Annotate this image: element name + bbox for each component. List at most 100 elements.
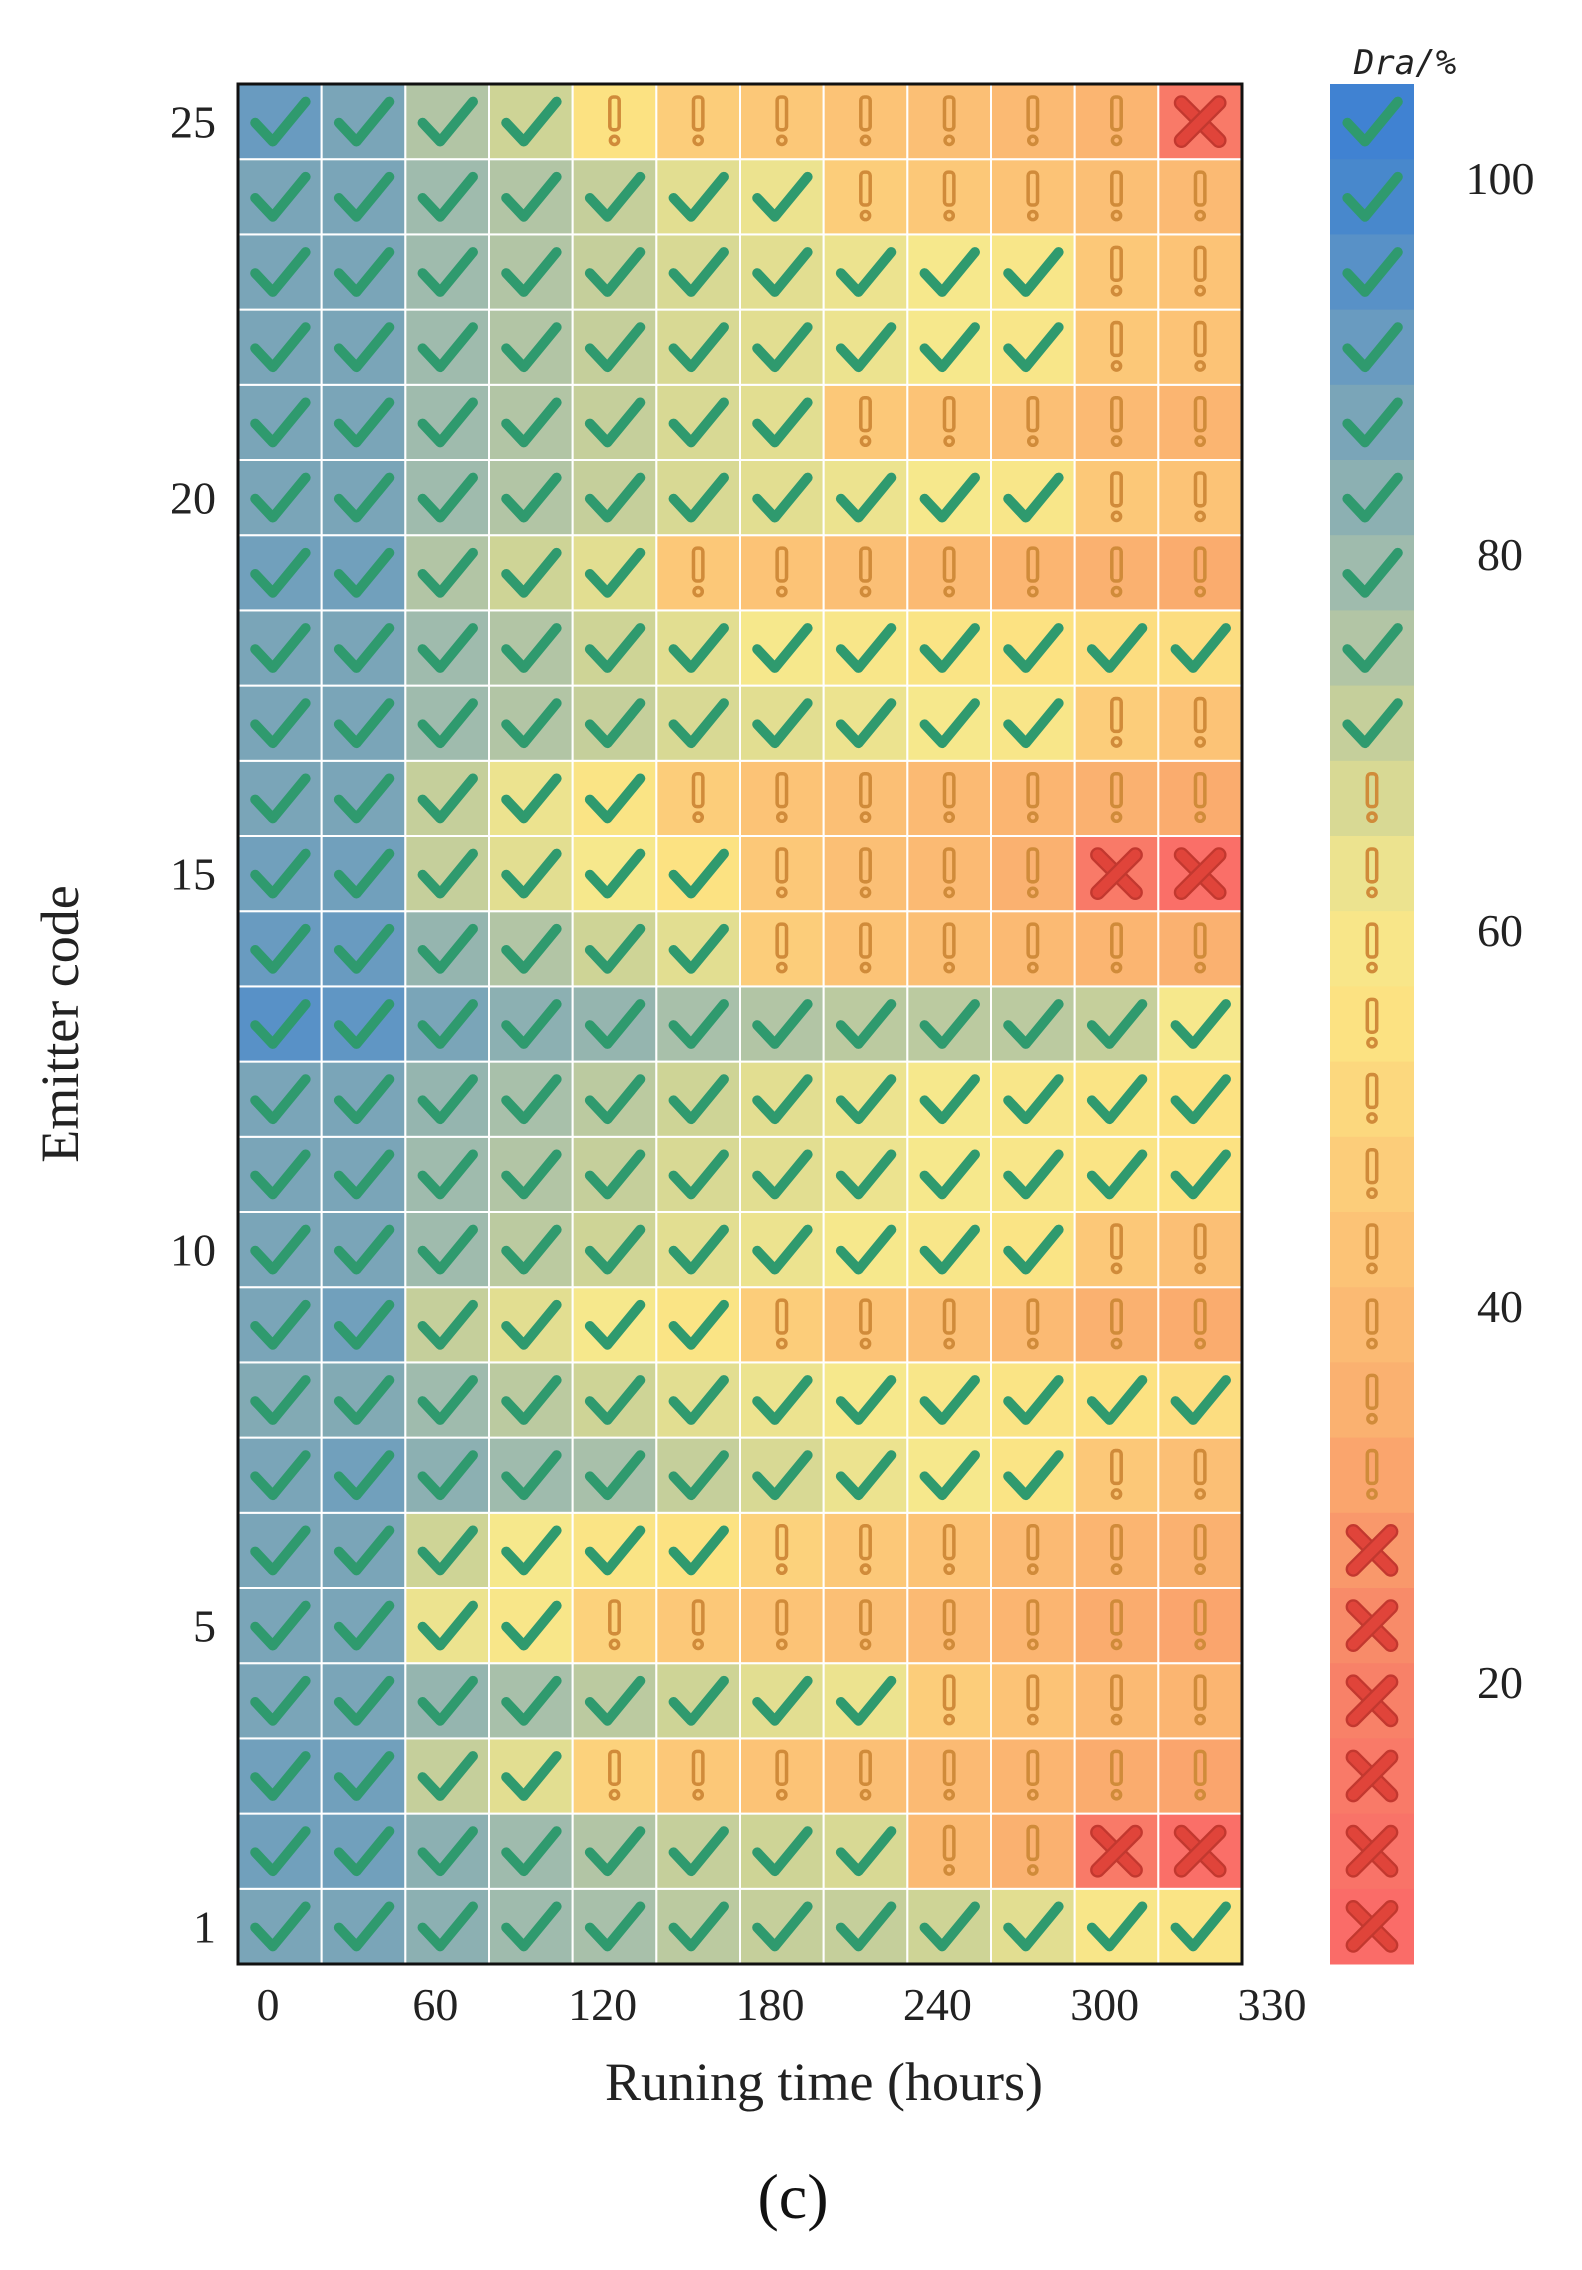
- warning-icon: [1110, 772, 1123, 824]
- check-icon: [752, 1675, 813, 1726]
- cross-icon: [1090, 847, 1143, 900]
- warning-icon: [1193, 245, 1207, 297]
- check-icon: [333, 247, 395, 297]
- check-icon: [584, 1375, 646, 1425]
- check-icon: [250, 1074, 311, 1125]
- warning-icon: [1365, 1373, 1379, 1425]
- check-icon: [501, 1450, 562, 1501]
- colorbar-title: Dra/%: [1353, 43, 1456, 83]
- check-icon: [752, 1224, 813, 1275]
- warning-icon: [859, 546, 872, 598]
- check-icon: [1003, 698, 1064, 749]
- warning-icon: [859, 95, 872, 147]
- warning-icon: [1193, 1448, 1207, 1500]
- warning-icon: [1193, 772, 1207, 824]
- check-icon: [333, 1600, 395, 1651]
- warning-icon: [1193, 1674, 1207, 1726]
- heatmap-cell: [320, 985, 407, 1063]
- check-icon: [333, 171, 395, 222]
- check-icon: [250, 1751, 311, 1801]
- warning-icon: [1193, 1298, 1207, 1350]
- cross-icon: [1345, 1900, 1399, 1953]
- warning-icon: [608, 1749, 621, 1801]
- warning-icon: [691, 1599, 705, 1651]
- check-icon: [501, 848, 562, 899]
- check-icon: [417, 773, 478, 824]
- y-axis-title: Emitter code: [30, 885, 90, 1162]
- check-icon: [501, 472, 562, 523]
- check-icon: [333, 999, 395, 1049]
- warning-icon: [1110, 922, 1123, 974]
- warning-icon: [859, 1749, 872, 1801]
- check-icon: [919, 1074, 980, 1125]
- check-icon: [333, 472, 395, 523]
- check-icon: [1086, 1149, 1148, 1200]
- check-icon: [250, 923, 311, 974]
- check-icon: [501, 999, 562, 1049]
- check-icon: [333, 698, 395, 749]
- check-icon: [835, 1074, 897, 1125]
- check-icon: [250, 1525, 311, 1576]
- warning-icon: [1026, 546, 1040, 598]
- check-icon: [584, 1224, 646, 1275]
- check-icon: [1342, 397, 1403, 448]
- warning-icon: [1026, 1298, 1040, 1350]
- warning-icon: [1110, 471, 1123, 523]
- check-icon: [919, 1450, 980, 1501]
- warning-icon: [1365, 997, 1379, 1049]
- check-icon: [250, 1450, 311, 1501]
- warning-icon: [1110, 696, 1123, 748]
- check-icon: [584, 1299, 646, 1350]
- check-icon: [333, 322, 395, 373]
- check-icon: [501, 773, 562, 824]
- check-icon: [250, 322, 311, 373]
- heatmap-cell: [320, 759, 407, 837]
- check-icon: [1170, 1901, 1231, 1952]
- warning-icon: [942, 847, 956, 899]
- check-icon: [1342, 171, 1403, 222]
- check-icon: [1342, 322, 1403, 373]
- warning-icon: [1193, 546, 1207, 598]
- colorbar-tick-label: 80: [1477, 529, 1523, 580]
- warning-icon: [691, 95, 705, 147]
- check-icon: [668, 171, 729, 222]
- check-icon: [417, 1675, 478, 1726]
- check-icon: [501, 322, 562, 373]
- check-icon: [417, 96, 478, 147]
- check-icon: [417, 1375, 478, 1425]
- check-icon: [250, 773, 311, 824]
- check-icon: [668, 322, 729, 373]
- warning-icon: [942, 546, 956, 598]
- check-icon: [835, 999, 897, 1049]
- warning-icon: [1193, 396, 1207, 448]
- check-icon: [501, 247, 562, 297]
- warning-icon: [775, 922, 789, 974]
- check-icon: [1342, 472, 1403, 523]
- check-icon: [501, 1074, 562, 1125]
- check-icon: [1086, 1074, 1148, 1125]
- warning-icon: [942, 772, 956, 824]
- check-icon: [835, 1826, 897, 1877]
- check-icon: [835, 1675, 897, 1726]
- x-tick-labels: 0 60 120 180 240 300 330: [257, 1979, 1307, 2030]
- warning-icon: [775, 1749, 789, 1801]
- check-icon: [333, 848, 395, 899]
- check-icon: [668, 1901, 729, 1952]
- y-tick-label: 15: [170, 849, 216, 900]
- check-icon: [584, 1675, 646, 1726]
- check-icon: [333, 1675, 395, 1726]
- cross-icon: [1345, 1824, 1399, 1878]
- warning-icon: [775, 772, 789, 824]
- check-icon: [584, 623, 646, 673]
- warning-icon: [1193, 1524, 1207, 1576]
- check-icon: [1003, 623, 1064, 673]
- check-icon: [250, 1375, 311, 1425]
- warning-icon: [775, 1298, 789, 1350]
- check-icon: [584, 397, 646, 448]
- check-icon: [1342, 698, 1403, 749]
- colorbar-tick-labels: 20 40 60 80 100: [1466, 153, 1535, 1708]
- x-axis-title: Runing time (hours): [605, 2052, 1043, 2112]
- check-icon: [1170, 1375, 1231, 1425]
- check-icon: [333, 1525, 395, 1576]
